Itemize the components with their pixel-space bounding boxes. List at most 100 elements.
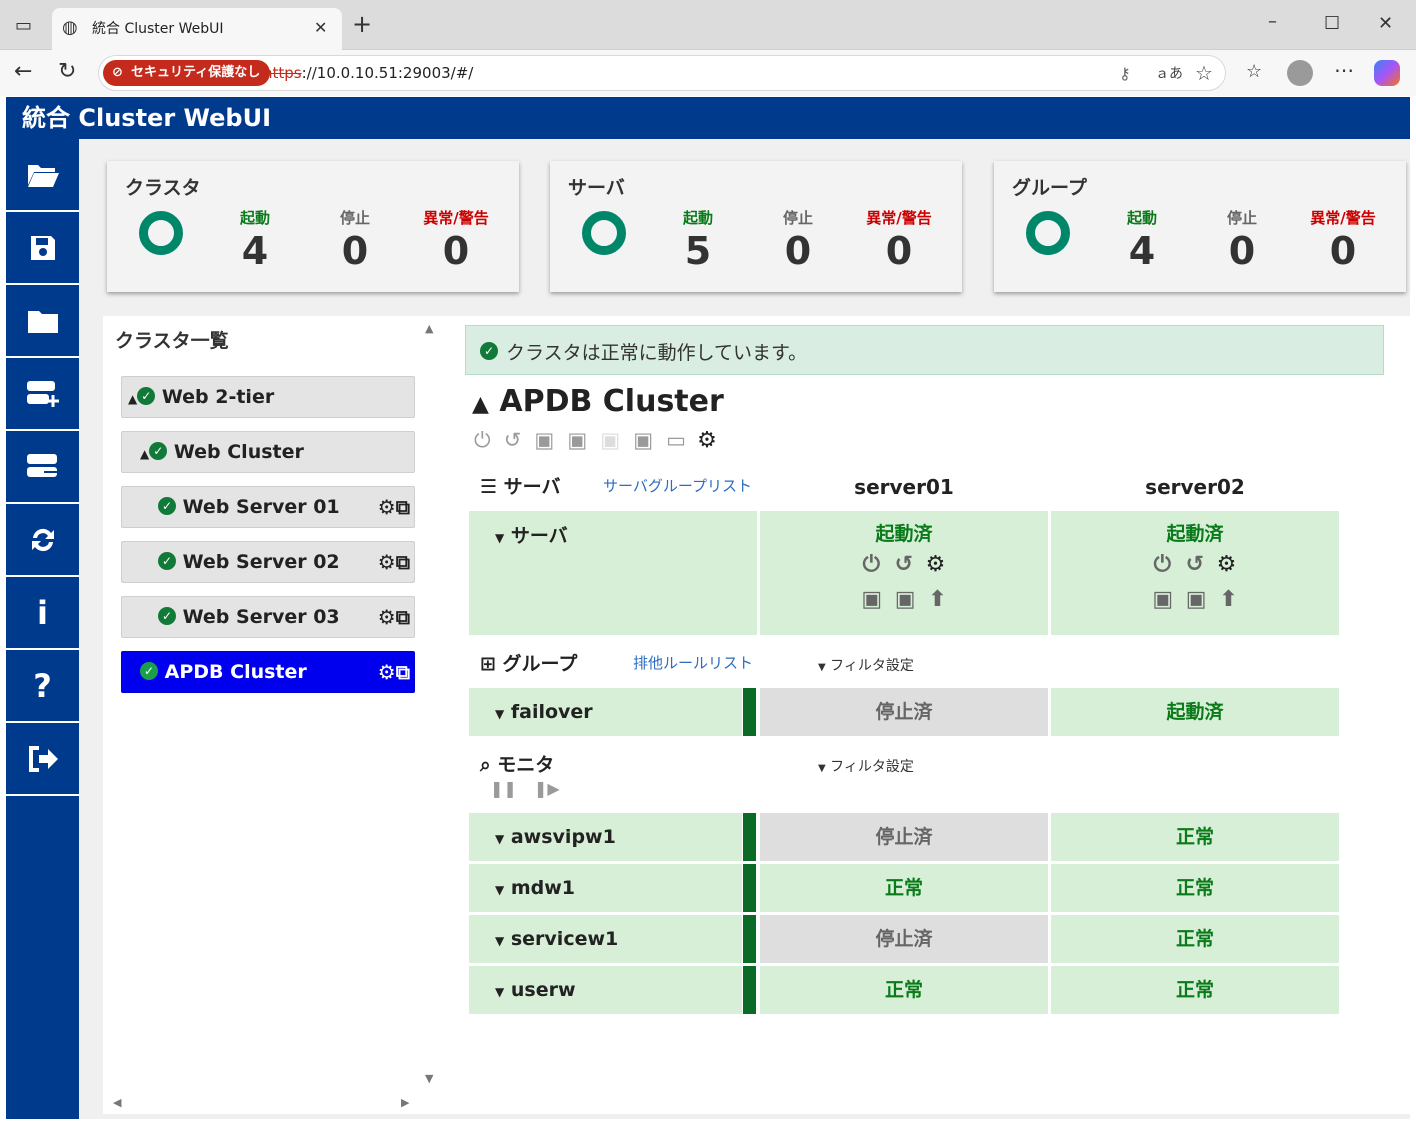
cluster-item-apdb-cluster[interactable]: ✓ APDB Cluster ⚙⧉: [121, 651, 415, 693]
exclusive-rule-list-link[interactable]: 排他ルールリスト: [633, 654, 754, 672]
pause-icon[interactable]: ❚❚: [490, 779, 517, 798]
scroll-up-arrow-icon[interactable]: ▲: [425, 322, 434, 335]
gear-icon[interactable]: ⚙: [377, 550, 396, 574]
monitor-filter-toggle[interactable]: ▼ フィルタ設定: [818, 756, 914, 776]
security-label: セキュリティ保護なし: [131, 65, 261, 80]
monitor-state-server01: 停止済: [760, 813, 1048, 861]
favorites-icon[interactable]: ☆: [1246, 61, 1263, 82]
group-stat-card: グループ 起動 停止 異常/警告 4 0 0: [994, 161, 1406, 292]
cluster-item-web-server-01[interactable]: ✓ Web Server 01 ⚙⧉: [121, 486, 415, 528]
help-nav[interactable]: ?: [6, 650, 79, 723]
power-icon[interactable]: ⏻: [474, 428, 491, 452]
copilot-icon[interactable]: [1374, 60, 1400, 86]
monitor-state-server02: 正常: [1051, 915, 1339, 963]
new-tab-icon[interactable]: +: [352, 10, 373, 38]
group-status-bar: [743, 688, 756, 736]
monitor-row-servicew1[interactable]: ▼ servicew1: [469, 915, 742, 963]
profile-avatar[interactable]: [1287, 60, 1313, 86]
cluster-item-web-cluster[interactable]: ▲ ✓ Web Cluster: [121, 431, 415, 473]
collapse-caret-icon[interactable]: ▲: [128, 392, 138, 406]
up-arrow-icon[interactable]: ⬆: [1219, 587, 1238, 612]
ok-check-icon: ✓: [158, 607, 176, 625]
restart-icon[interactable]: ↺: [894, 552, 914, 577]
expand-caret-icon[interactable]: ▼: [495, 832, 505, 846]
collapse-caret-icon[interactable]: ▲: [140, 447, 150, 461]
folder-nav[interactable]: [6, 285, 79, 358]
tab-actions-icon[interactable]: ▭: [15, 15, 33, 36]
restart-icon[interactable]: ↺: [503, 428, 522, 452]
info-icon: i: [37, 593, 48, 632]
resume-icon[interactable]: ❚▶: [533, 779, 560, 798]
group-section-title: グループ: [502, 653, 578, 675]
tab-close-icon[interactable]: ✕: [314, 18, 328, 37]
open-folder-nav[interactable]: [6, 139, 79, 212]
back-icon[interactable]: ←: [14, 59, 33, 84]
stop-group-icon[interactable]: ▣: [894, 587, 916, 612]
cluster-item-web-server-03[interactable]: ✓ Web Server 03 ⚙⧉: [121, 596, 415, 638]
address-bar[interactable]: ⊘ セキュリティ保護なし https://10.0.10.51:29003/#/…: [98, 55, 1226, 91]
scroll-right-arrow-icon[interactable]: ▶: [401, 1096, 410, 1109]
filter-label: フィルタ設定: [830, 759, 914, 775]
start-group-icon[interactable]: ▣: [861, 587, 883, 612]
logout-nav[interactable]: [6, 723, 79, 796]
external-link-icon[interactable]: ⧉: [395, 660, 410, 684]
power-icon[interactable]: ⏻: [1153, 552, 1171, 577]
monitor-row-awsvipw1[interactable]: ▼ awsvipw1: [469, 813, 742, 861]
suspend-group-icon[interactable]: ▣: [633, 428, 654, 452]
start-group-icon[interactable]: ▣: [1152, 587, 1174, 612]
read-aloud-icon[interactable]: ａあ: [1155, 66, 1183, 82]
more-icon[interactable]: ⋯: [1334, 58, 1354, 82]
scroll-down-arrow-icon[interactable]: ▼: [425, 1072, 434, 1085]
start-group-icon[interactable]: ▣: [534, 428, 555, 452]
stop-group-icon[interactable]: ▣: [567, 428, 588, 452]
stat-value-running: 4: [241, 229, 269, 273]
expand-caret-icon[interactable]: ▼: [495, 531, 505, 545]
collapse-caret-icon[interactable]: ▲: [472, 392, 489, 417]
save-nav[interactable]: [6, 212, 79, 285]
ok-check-icon: ✓: [149, 442, 168, 460]
favorite-star-icon[interactable]: ☆: [1195, 61, 1213, 85]
gear-icon[interactable]: ⚙: [377, 495, 396, 519]
server-add-icon: [26, 380, 59, 407]
external-link-icon[interactable]: ⧉: [395, 605, 410, 629]
gear-icon[interactable]: ⚙: [925, 552, 946, 577]
monitor-row-mdw1[interactable]: ▼ mdw1: [469, 864, 742, 912]
expand-caret-icon[interactable]: ▼: [495, 883, 505, 897]
up-arrow-icon[interactable]: ⬆: [928, 587, 947, 612]
group-filter-toggle[interactable]: ▼ フィルタ設定: [818, 655, 914, 675]
cluster-item-web-2-tier[interactable]: ▲ ✓ Web 2-tier: [121, 376, 415, 418]
stat-label-running: 起動: [239, 209, 270, 227]
scroll-left-arrow-icon[interactable]: ◀: [113, 1096, 122, 1109]
info-nav[interactable]: i: [6, 577, 79, 650]
minimize-icon[interactable]: –: [1268, 11, 1277, 32]
external-link-icon[interactable]: ⧉: [395, 495, 410, 519]
server-group-list-link[interactable]: サーバグループリスト: [603, 477, 752, 495]
cluster-item-web-server-02[interactable]: ✓ Web Server 02 ⚙⧉: [121, 541, 415, 583]
server-list-nav[interactable]: [6, 431, 79, 504]
add-server-nav[interactable]: [6, 358, 79, 431]
stop-group-icon[interactable]: ▣: [1185, 587, 1207, 612]
gear-icon[interactable]: ⚙: [377, 605, 396, 629]
restart-icon[interactable]: ↺: [1185, 552, 1205, 577]
server-row-label[interactable]: ▼ サーバ: [469, 511, 757, 635]
close-window-icon[interactable]: ✕: [1378, 13, 1394, 34]
expand-caret-icon[interactable]: ▼: [495, 985, 505, 999]
security-badge[interactable]: ⊘ セキュリティ保護なし: [103, 60, 271, 86]
gear-icon[interactable]: ⚙: [697, 428, 717, 453]
key-icon[interactable]: ⚷: [1119, 64, 1131, 83]
power-icon[interactable]: ⏻: [862, 552, 880, 577]
expand-caret-icon[interactable]: ▼: [495, 707, 505, 721]
gear-icon[interactable]: ⚙: [1216, 552, 1237, 577]
browser-tab[interactable]: ◍ 統合 Cluster WebUI ✕: [52, 8, 342, 50]
group-row-failover[interactable]: ▼ failover: [469, 688, 742, 736]
cluster-name: APDB Cluster: [499, 384, 724, 419]
reload-icon[interactable]: ↻: [58, 59, 77, 84]
external-link-icon[interactable]: ⧉: [395, 550, 410, 574]
monitor-restart-icon[interactable]: ▭: [666, 428, 687, 452]
maximize-icon[interactable]: ☐: [1324, 13, 1341, 34]
monitor-row-userw[interactable]: ▼ userw: [469, 966, 742, 1014]
refresh-nav[interactable]: [6, 504, 79, 577]
url-text[interactable]: https://10.0.10.51:29003/#/: [263, 56, 473, 90]
gear-icon[interactable]: ⚙: [377, 660, 396, 684]
expand-caret-icon[interactable]: ▼: [495, 934, 505, 948]
